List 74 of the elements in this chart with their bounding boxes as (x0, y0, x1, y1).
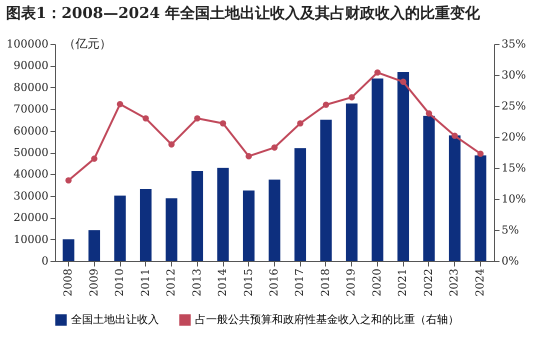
y-tick-label: 100000 (6, 38, 48, 50)
x-tick-label: 2021 (396, 268, 410, 296)
x-tick-label: 2017 (293, 268, 306, 296)
x-tick-label: 2011 (138, 268, 152, 296)
bar (88, 230, 100, 261)
bar (448, 135, 461, 261)
bar (62, 239, 74, 261)
y2-tick-label: 10% (502, 192, 526, 206)
point (194, 115, 200, 122)
point (246, 153, 252, 160)
x-tick-label: 2015 (242, 268, 255, 296)
x-tick-label: 2018 (318, 268, 332, 296)
y2-tick-label: 15% (502, 162, 526, 174)
bar (140, 188, 152, 261)
y-tick-label: 20000 (14, 211, 48, 224)
y2-tick-label: 30% (502, 68, 526, 82)
y2-tick-label: 0% (502, 254, 519, 268)
point (322, 102, 330, 108)
y-tick-label: 40000 (14, 168, 48, 181)
x-tick-label: 2009 (87, 268, 100, 296)
x-tick-label: 2008 (62, 268, 75, 296)
y-tick-label: 90000 (14, 59, 48, 72)
point (348, 94, 355, 100)
x-tick-label: 2020 (370, 268, 384, 296)
y-tick-label: 50000 (14, 146, 48, 159)
bar (217, 168, 229, 261)
point (297, 120, 304, 127)
y-tick-label: 0 (42, 254, 48, 268)
x-tick-label: 2010 (113, 268, 126, 296)
bar (474, 155, 486, 261)
bar (166, 198, 178, 261)
x-tick-label: 2022 (422, 268, 435, 296)
legend-label: 全国土地出让收入 (71, 313, 159, 326)
y-tick-label: 30000 (14, 189, 48, 202)
y2-tick-label: 20% (502, 130, 526, 144)
point (477, 150, 484, 157)
point (65, 177, 72, 184)
bar (268, 180, 280, 261)
x-tick-label: 2012 (164, 268, 178, 296)
bar (191, 170, 204, 261)
y-tick-label: 60000 (14, 124, 48, 138)
x-tick-label: 2016 (268, 268, 280, 296)
point (142, 115, 149, 122)
point (116, 100, 124, 108)
bar (423, 116, 435, 261)
bar (294, 148, 306, 261)
chart-title: 图表1：2008—2024 年全国土地出让收入及其占财政收入的比重变化 (6, 4, 482, 22)
y-tick-label: 10000 (14, 232, 48, 246)
point (400, 78, 406, 85)
y-tick-label: 70000 (14, 102, 48, 116)
point (168, 141, 175, 148)
x-tick-label: 2013 (190, 268, 204, 296)
y2-tick-label: 5% (502, 224, 519, 236)
point (426, 110, 432, 117)
legend-label: 占一般公共预算和政府性基金收入之和的比重（右轴） (195, 313, 459, 326)
bar (372, 78, 384, 261)
x-tick-label: 2024 (473, 268, 486, 296)
y-tick-label: 80000 (14, 80, 48, 94)
point (374, 69, 381, 76)
y2-tick-label: 35% (502, 38, 526, 50)
y-axis-title: （亿元） (64, 36, 112, 50)
y2-tick-label: 25% (502, 100, 526, 112)
bar (346, 103, 358, 261)
bar (320, 120, 332, 261)
point (271, 144, 278, 151)
point (452, 132, 458, 139)
point (220, 120, 226, 127)
bar (242, 190, 255, 261)
point (91, 156, 98, 162)
bar (114, 196, 126, 261)
bar (397, 72, 410, 261)
x-tick-label: 2014 (216, 268, 230, 296)
x-tick-label: 2023 (448, 268, 461, 296)
x-tick-label: 2019 (344, 268, 358, 296)
